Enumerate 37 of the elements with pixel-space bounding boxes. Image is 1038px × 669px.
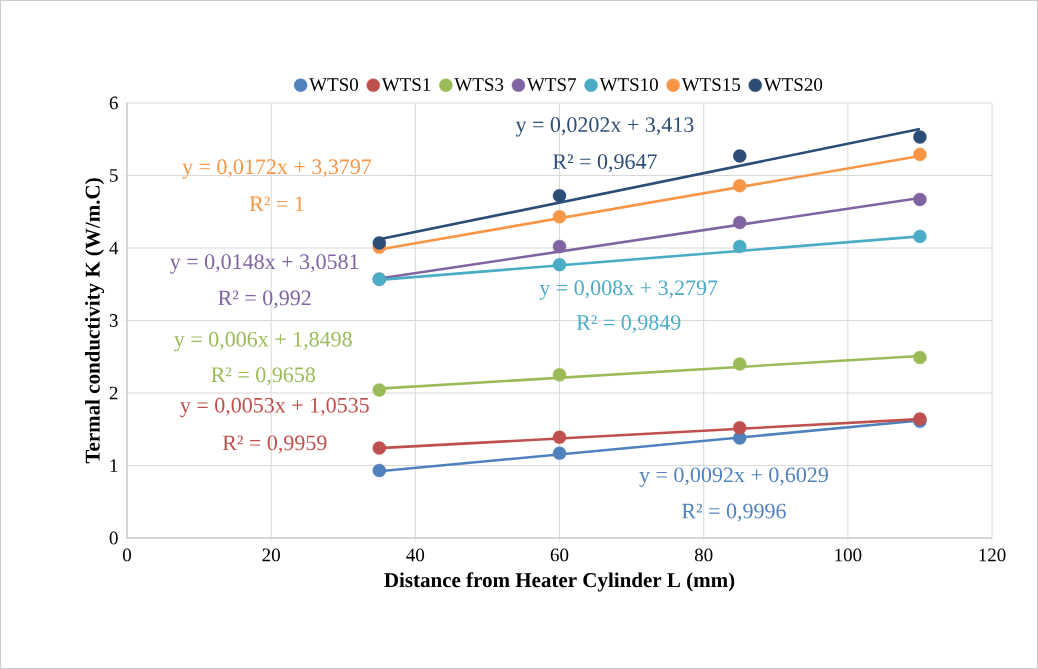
annotation: R² = 0,9647 <box>552 154 657 173</box>
legend-label: WTS20 <box>763 78 823 92</box>
x-tick-label: 120 <box>979 548 1006 562</box>
y-tick-label: 4 <box>109 241 119 255</box>
y-tick-label: 6 <box>109 96 118 110</box>
y-tick-label: 2 <box>109 386 118 400</box>
annotation: R² = 1 <box>249 196 304 212</box>
annotation: y = 0,0053x + 1,0535 <box>180 397 369 418</box>
legend-label: WTS0 <box>309 78 359 92</box>
x-tick-label: 100 <box>835 548 862 562</box>
x-tick-label: 0 <box>122 548 132 562</box>
x-tick-label: 60 <box>550 548 569 562</box>
annotation: y = 0,0172x + 3,3797 <box>182 159 372 179</box>
legend-label: WTS1 <box>381 78 431 92</box>
x-tick-label: 80 <box>694 548 713 562</box>
annotation: R² = 0,9658 <box>211 367 315 386</box>
x-tick-label: 40 <box>406 548 425 562</box>
annotation: y = 0,006x + 1,8498 <box>174 331 352 352</box>
legend-label: WTS10 <box>599 78 658 92</box>
legend-label: WTS3 <box>454 78 504 92</box>
annotation: y = 0,008x + 3,2797 <box>539 280 718 300</box>
y-tick-label: 5 <box>110 169 118 182</box>
annotation: R² = 0,992 <box>218 290 311 309</box>
y-axis-title: Termal conductivity K (W/m.C) <box>85 178 105 464</box>
y-tick-label: 1 <box>110 459 118 472</box>
x-axis-title: Distance from Heater Cylinder L (mm) <box>384 572 735 592</box>
annotation: R² = 0,9996 <box>681 503 786 522</box>
legend-label: WTS15 <box>681 78 741 92</box>
annotation: y = 0,0202x + 3,413 <box>515 117 694 137</box>
annotation: R² = 0,9959 <box>222 435 327 454</box>
y-tick-label: 3 <box>109 314 118 327</box>
x-tick-label: 20 <box>262 548 280 562</box>
legend-label: WTS7 <box>526 78 577 92</box>
annotation: y = 0,0148x + 3,0581 <box>170 254 359 274</box>
annotation: y = 0,0092x + 0,6029 <box>639 467 828 487</box>
y-tick-label: 0 <box>109 531 118 545</box>
annotation: R² = 0,9849 <box>576 315 681 334</box>
